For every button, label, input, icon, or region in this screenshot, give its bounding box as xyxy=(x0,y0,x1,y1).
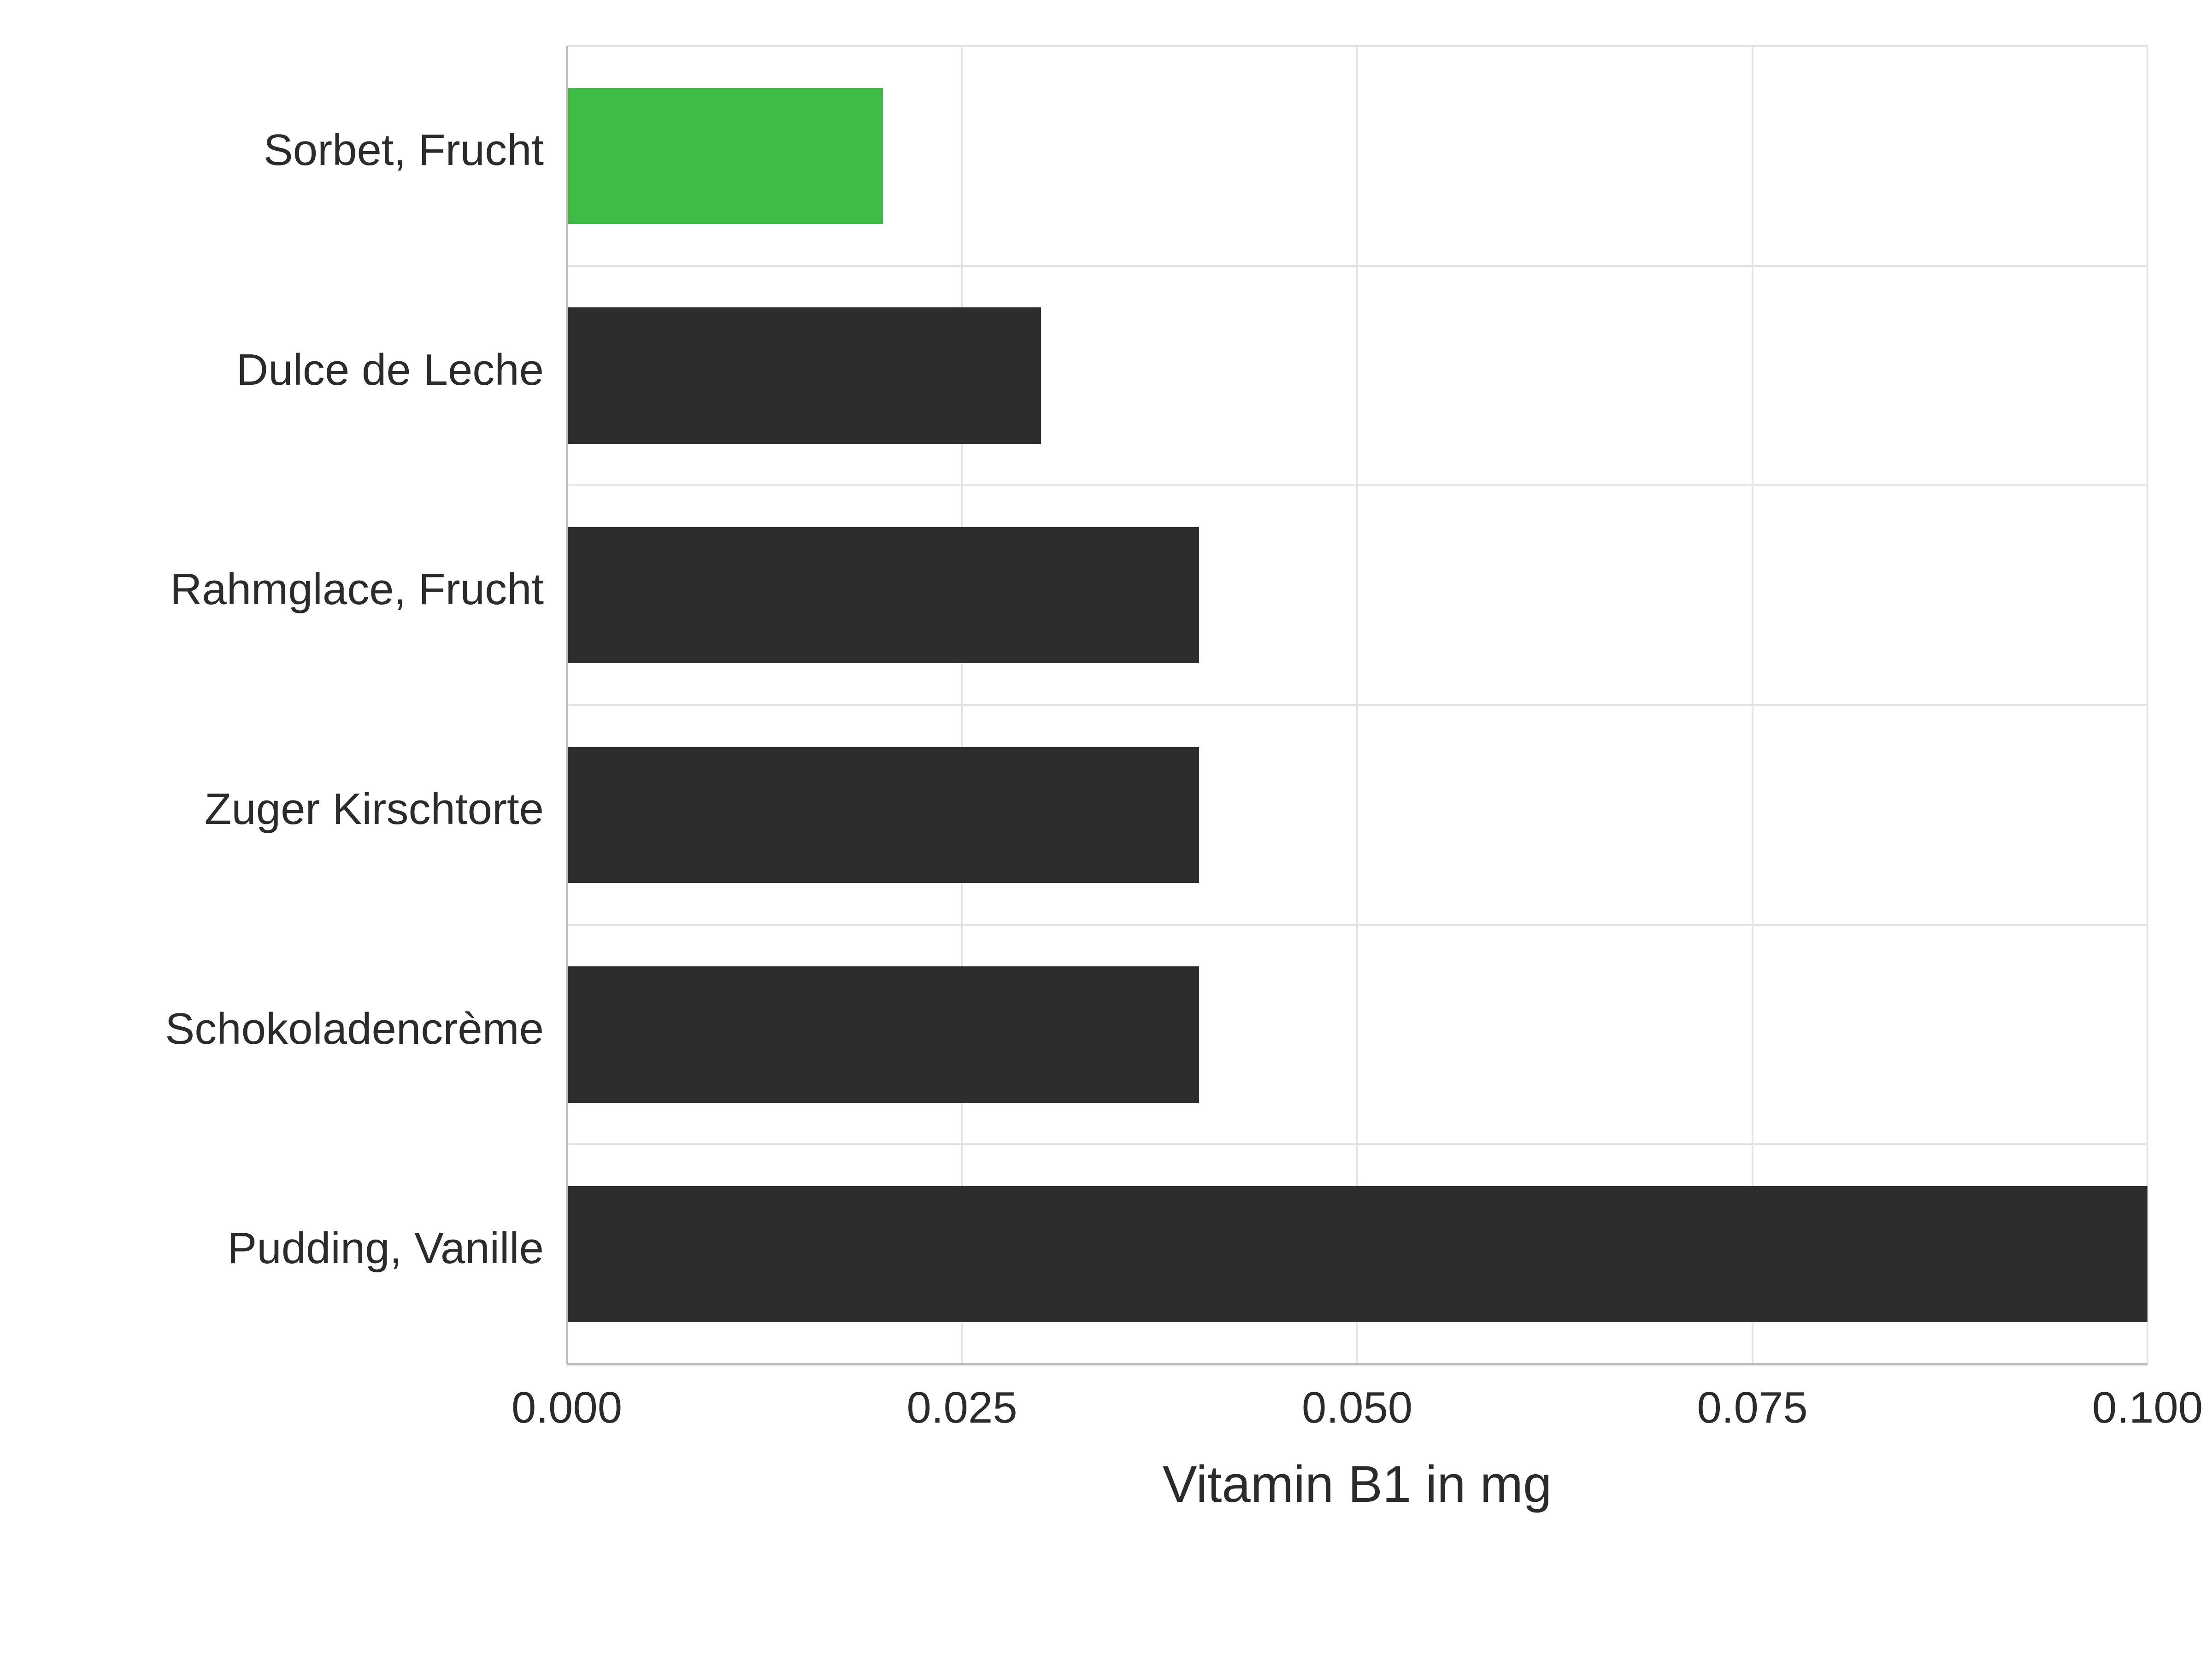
x-tick-label: 0.075 xyxy=(1697,1382,1807,1433)
bar xyxy=(567,966,1199,1103)
y-tick-label: Sorbet, Frucht xyxy=(264,125,544,176)
y-axis-line xyxy=(566,46,568,1364)
bar-chart: Sorbet, Frucht Dulce de Leche Rahmglace, F… xyxy=(0,0,2212,1659)
gridline-horizontal xyxy=(567,1143,2147,1145)
y-tick-label: Pudding, Vanille xyxy=(227,1223,544,1274)
gridline-horizontal xyxy=(567,704,2147,706)
bar xyxy=(567,747,1199,883)
x-tick-label: 0.000 xyxy=(512,1382,622,1433)
gridline-horizontal xyxy=(567,265,2147,267)
gridline-horizontal xyxy=(567,924,2147,926)
bar xyxy=(567,307,1041,444)
gridline-horizontal xyxy=(567,484,2147,486)
plot-area xyxy=(567,46,2147,1364)
x-tick-label: 0.050 xyxy=(1302,1382,1412,1433)
y-tick-label: Zuger Kirschtorte xyxy=(205,784,544,835)
gridline-horizontal xyxy=(567,45,2147,47)
x-axis-title: Vitamin B1 in mg xyxy=(1163,1454,1552,1514)
x-tick-label: 0.025 xyxy=(906,1382,1017,1433)
x-tick-label: 0.100 xyxy=(2092,1382,2203,1433)
x-axis-line xyxy=(567,1363,2147,1365)
y-tick-label: Schokoladencrème xyxy=(165,1004,544,1054)
bar xyxy=(567,88,883,224)
y-tick-label: Dulce de Leche xyxy=(236,345,544,395)
y-tick-label: Rahmglace, Frucht xyxy=(170,564,544,615)
bar xyxy=(567,527,1199,664)
bar xyxy=(567,1186,2147,1323)
